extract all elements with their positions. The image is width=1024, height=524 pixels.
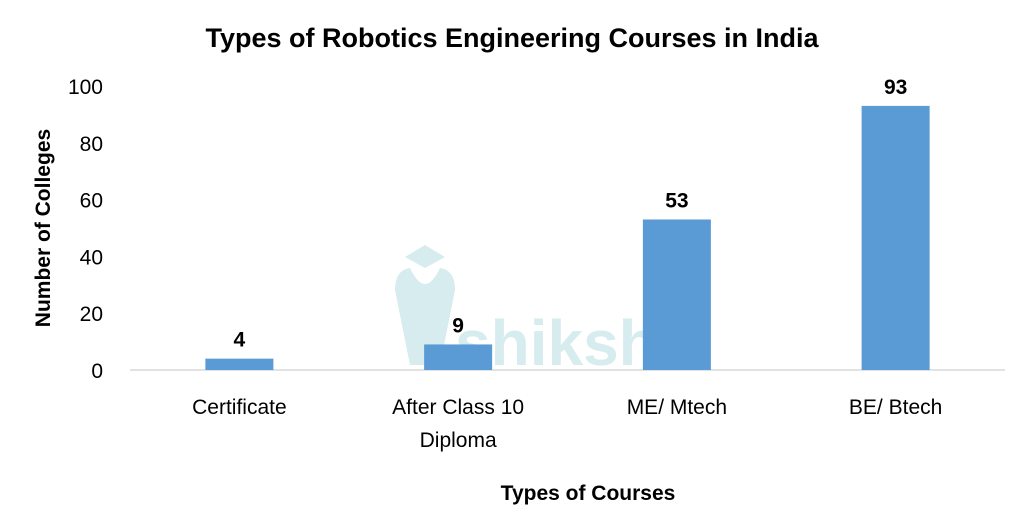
y-tick-label: 60 <box>80 190 103 213</box>
chart-title: Types of Robotics Engineering Courses in… <box>205 23 819 53</box>
x-tick-label: ME/ Mtech <box>627 396 727 419</box>
y-axis-label: Number of Colleges <box>32 129 55 327</box>
x-tick-label: Certificate <box>192 396 287 419</box>
data-label: 9 <box>452 314 464 337</box>
y-tick-label: 80 <box>80 133 103 156</box>
bar <box>642 219 711 370</box>
x-tick-label: Diploma <box>420 429 497 452</box>
data-label: 93 <box>884 76 907 99</box>
bar <box>205 358 274 370</box>
bar <box>424 344 493 370</box>
x-axis-label: Types of Courses <box>501 482 676 505</box>
y-tick-label: 20 <box>80 303 103 326</box>
x-tick-label: BE/ Btech <box>849 396 942 419</box>
x-tick-label: After Class 10 <box>392 396 524 419</box>
data-label: 53 <box>665 189 688 212</box>
y-tick-label: 40 <box>80 246 103 269</box>
y-tick-label: 0 <box>91 360 103 383</box>
data-label: 4 <box>234 329 246 352</box>
y-tick-label: 100 <box>68 76 103 99</box>
bar <box>861 105 930 370</box>
